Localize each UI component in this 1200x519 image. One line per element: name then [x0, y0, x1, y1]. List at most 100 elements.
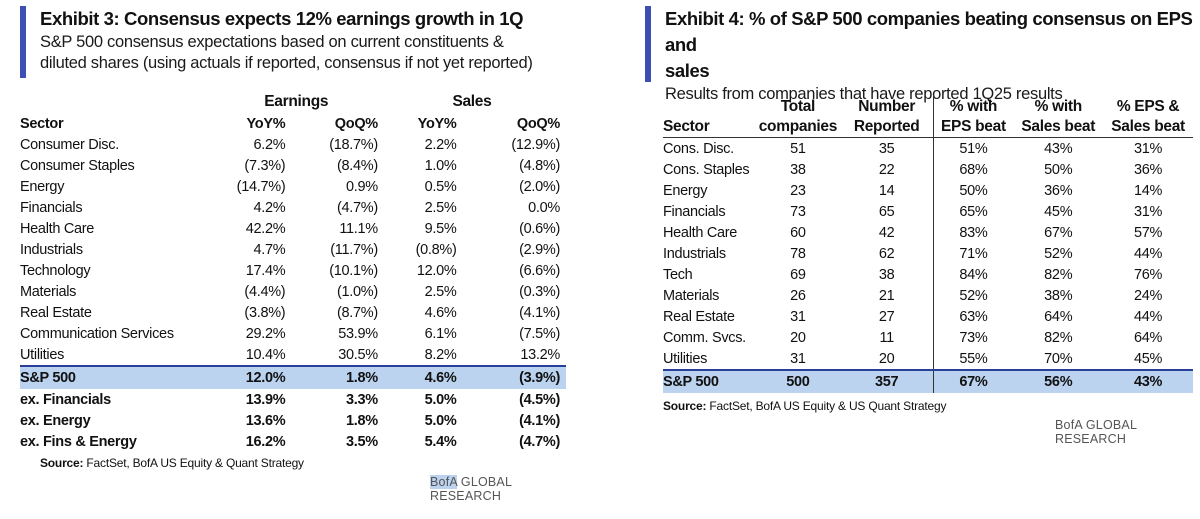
value-cell: 50%: [932, 180, 1014, 201]
table-row: Tech 69 38 84% 82% 76%: [663, 264, 1193, 285]
table-row: Real Estate (3.8%) (8.7%) 4.6% (4.1%): [20, 302, 566, 323]
exhibit-4-brand: BofA GLOBAL RESEARCH: [1055, 418, 1137, 446]
column-header-eps-and-sales-beat: % EPS & Sales beat: [1103, 95, 1193, 138]
value-cell: 31: [790, 350, 806, 367]
value-cell: 26: [790, 287, 806, 304]
sector-cell: Energy: [20, 178, 65, 195]
value-cell: 52%: [932, 285, 1014, 306]
table-row: Energy (14.7%) 0.9% 0.5% (2.0%): [20, 176, 566, 197]
table-row: Utilities 31 20 55% 70% 45%: [663, 348, 1193, 370]
table-row: Comm. Svcs. 20 11 73% 82% 64%: [663, 327, 1193, 348]
value-cell: 16.2%: [245, 433, 286, 450]
sector-cell: ex. Energy: [20, 412, 91, 429]
table-row: Technology 17.4% (10.1%) 12.0% (6.6%): [20, 260, 566, 281]
sector-cell: Technology: [20, 262, 91, 279]
source-text: FactSet, BofA US Equity & US Quant Strat…: [706, 399, 947, 413]
exhibit-3-table-body: Consumer Disc. 6.2% (18.7%) 2.2% (12.9%) Cons…: [20, 134, 566, 452]
sector-cell: Financials: [663, 203, 726, 220]
value-cell: 53.9%: [338, 325, 378, 342]
value-cell: (4.8%): [519, 157, 560, 174]
total-row: S&P 500 12.0% 1.8% 4.6% (3.9%): [20, 365, 566, 389]
value-cell: 73: [790, 203, 806, 220]
value-cell: 500: [754, 369, 841, 393]
value-cell: 20: [790, 329, 806, 346]
table-row: Consumer Disc. 6.2% (18.7%) 2.2% (12.9%): [20, 134, 566, 155]
sector-cell: Financials: [20, 199, 83, 216]
value-cell: 3.5%: [346, 433, 378, 450]
exhibit-3-brand: BofA GLOBAL RESEARCH: [430, 475, 570, 503]
value-cell: 4.6%: [377, 365, 457, 389]
value-cell: 42.2%: [245, 220, 286, 237]
exhibit-4-accent-bar: [645, 6, 651, 82]
sector-cell: Tech: [663, 266, 693, 283]
value-cell: 50%: [1044, 161, 1073, 178]
value-cell: 30.5%: [338, 346, 378, 363]
table-row: Real Estate 31 27 63% 64% 44%: [663, 306, 1193, 327]
exhibit-3-header: Exhibit 3: Consensus expects 12% earning…: [40, 0, 570, 74]
value-cell: 8.2%: [424, 346, 457, 363]
value-cell: (7.3%): [244, 157, 286, 174]
value-cell: 82%: [1044, 266, 1073, 283]
value-cell: 1.8%: [346, 412, 378, 429]
value-cell: 31: [790, 308, 806, 325]
column-header-sales-qoq: QoQ%: [516, 115, 560, 132]
exhibit-3-table: Earnings Sales Sector YoY% QoQ% YoY% QoQ…: [20, 91, 566, 452]
value-cell: 62: [878, 245, 895, 262]
value-cell: 68%: [932, 159, 1014, 180]
sector-cell: Industrials: [20, 241, 83, 258]
value-cell: 64%: [1134, 329, 1163, 346]
column-header-row: Sector YoY% QoQ% YoY% QoQ%: [20, 113, 566, 134]
table-row: Industrials 4.7% (11.7%) (0.8%) (2.9%): [20, 239, 566, 260]
sector-cell: Health Care: [663, 224, 738, 241]
sector-cell: Health Care: [20, 220, 95, 237]
brand-rest: GLOBAL RESEARCH: [430, 475, 512, 503]
column-header-sales-yoy: YoY%: [417, 115, 457, 132]
value-cell: 44%: [1134, 308, 1163, 325]
value-cell: 0.5%: [424, 178, 457, 195]
value-cell: (14.7%): [236, 178, 286, 195]
column-header-sector: Sector: [663, 95, 755, 138]
table-row: Utilities 10.4% 30.5% 8.2% 13.2%: [20, 344, 566, 366]
value-cell: 63%: [932, 306, 1014, 327]
value-cell: (11.7%): [330, 241, 378, 258]
sales-group-header: Sales: [452, 93, 492, 110]
value-cell: 20: [878, 350, 895, 367]
value-cell: 43%: [1044, 140, 1073, 157]
value-cell: 13.9%: [245, 391, 286, 408]
value-cell: (12.9%): [511, 136, 560, 153]
value-cell: 4.7%: [253, 241, 286, 258]
value-cell: 84%: [932, 264, 1014, 285]
value-cell: 13.6%: [245, 412, 286, 429]
table-row: Industrials 78 62 71% 52% 44%: [663, 243, 1193, 264]
value-cell: 65%: [932, 201, 1014, 222]
table-row: Energy 23 14 50% 36% 14%: [663, 180, 1193, 201]
value-cell: 55%: [932, 348, 1014, 370]
value-cell: (4.7%): [336, 199, 378, 216]
table-row: Consumer Staples (7.3%) (8.4%) 1.0% (4.8%): [20, 155, 566, 176]
sector-cell: Real Estate: [20, 304, 92, 321]
value-cell: (8.7%): [336, 304, 378, 321]
value-cell: 70%: [1044, 350, 1073, 367]
exhibit-4-table-body: Cons. Disc. 51 35 51% 43% 31% Cons. Staples 38 2…: [663, 137, 1193, 393]
value-cell: 76%: [1134, 266, 1163, 283]
value-cell: 60: [790, 224, 806, 241]
sector-cell: Cons. Staples: [663, 161, 750, 178]
value-cell: (0.8%): [415, 241, 457, 258]
value-cell: 6.2%: [253, 136, 286, 153]
value-cell: 43%: [1103, 369, 1193, 393]
sector-cell: ex. Fins & Energy: [20, 433, 137, 450]
column-header-number-reported: Number Reported: [840, 95, 934, 138]
value-cell: 0.9%: [346, 178, 378, 195]
value-cell: (3.8%): [244, 304, 286, 321]
column-header-sales-beat: % with Sales beat: [1013, 95, 1104, 138]
value-cell: 44%: [1134, 245, 1163, 262]
value-cell: (4.7%): [519, 433, 560, 450]
sector-cell: Real Estate: [663, 308, 735, 325]
value-cell: 67%: [1044, 224, 1073, 241]
value-cell: (0.3%): [519, 283, 560, 300]
table-row: Cons. Disc. 51 35 51% 43% 31%: [663, 137, 1193, 159]
value-cell: (4.1%): [519, 304, 560, 321]
table-row: Cons. Staples 38 22 68% 50% 36%: [663, 159, 1193, 180]
value-cell: 6.1%: [424, 325, 457, 342]
sector-cell: Utilities: [20, 346, 65, 363]
